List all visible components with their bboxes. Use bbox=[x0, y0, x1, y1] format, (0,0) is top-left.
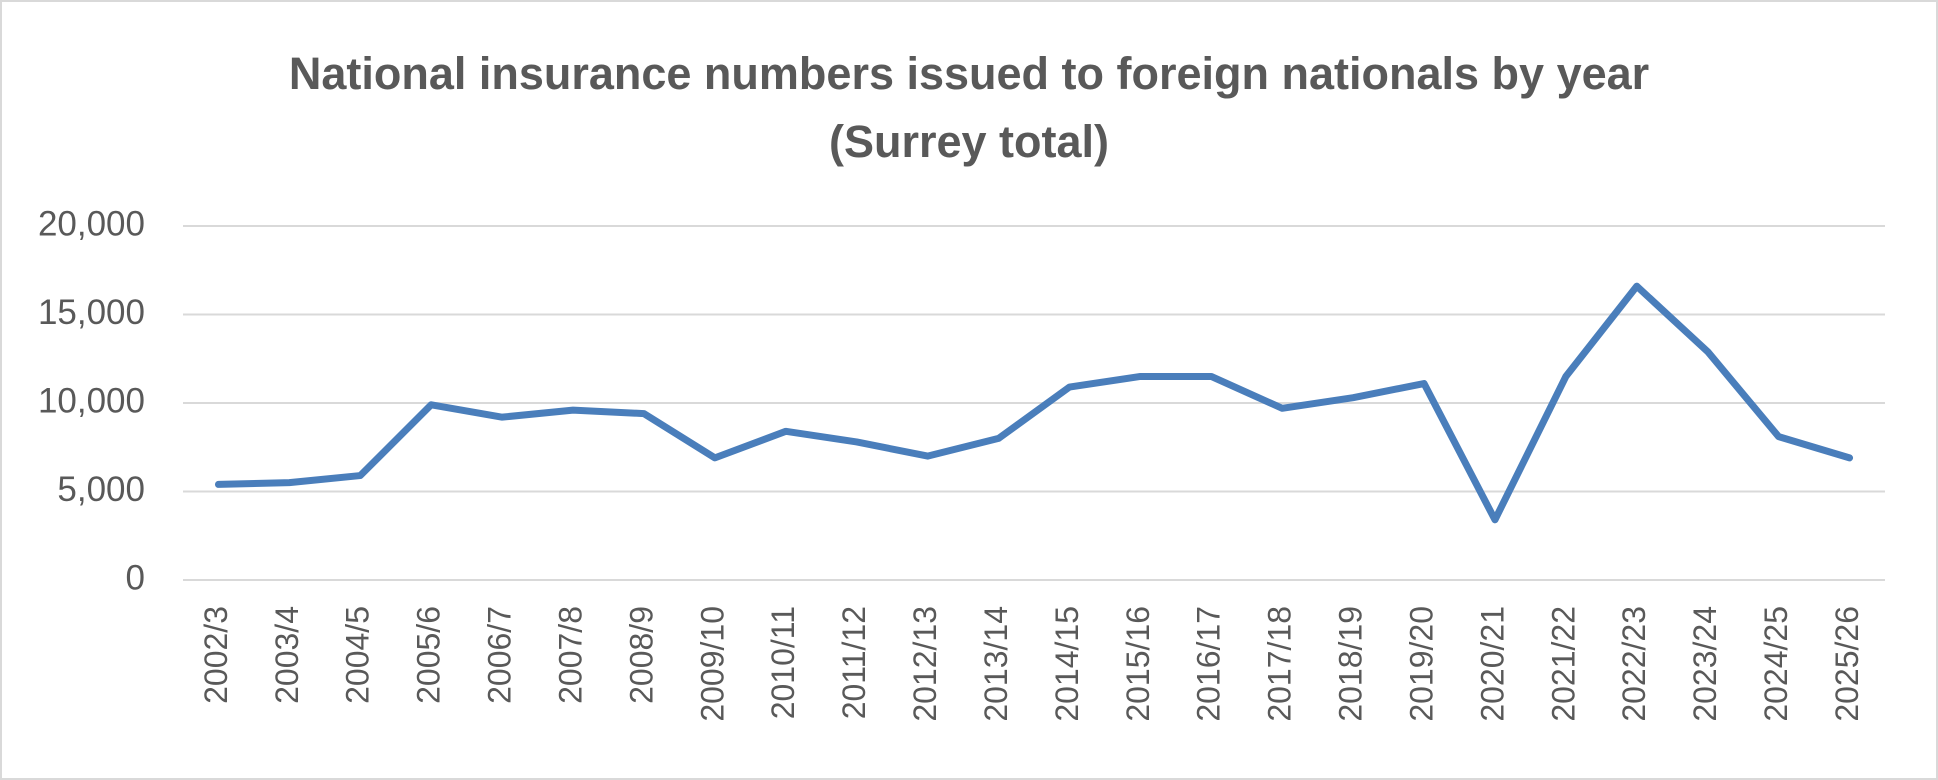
x-tick-label: 2011/12 bbox=[836, 606, 872, 719]
y-tick-label: 5,000 bbox=[57, 470, 145, 509]
x-tick-label: 2005/6 bbox=[411, 606, 447, 704]
x-tick-label: 2002/3 bbox=[198, 606, 234, 704]
x-tick-label: 2018/19 bbox=[1333, 606, 1369, 722]
y-tick-label: 0 bbox=[126, 558, 145, 597]
x-tick-label: 2021/22 bbox=[1545, 606, 1581, 722]
x-tick-label: 2015/16 bbox=[1120, 606, 1156, 722]
x-tick-label: 2003/4 bbox=[269, 606, 305, 704]
x-tick-label: 2008/9 bbox=[623, 606, 659, 704]
x-tick-label: 2007/8 bbox=[552, 606, 588, 704]
x-tick-label: 2025/26 bbox=[1829, 606, 1865, 722]
data-line bbox=[214, 282, 1854, 524]
x-tick-label: 2024/25 bbox=[1758, 606, 1794, 722]
x-tick-label: 2020/21 bbox=[1474, 606, 1510, 722]
x-tick-label: 2012/13 bbox=[907, 606, 943, 722]
x-tick-label: 2014/15 bbox=[1049, 606, 1085, 722]
y-tick-label: 15,000 bbox=[38, 293, 145, 332]
y-tick-label: 10,000 bbox=[38, 381, 145, 420]
x-tick-label: 2023/24 bbox=[1687, 606, 1723, 722]
y-tick-label: 20,000 bbox=[38, 204, 145, 243]
x-tick-label: 2004/5 bbox=[340, 606, 376, 704]
x-tick-label: 2017/18 bbox=[1262, 606, 1298, 722]
x-tick-label: 2013/14 bbox=[978, 606, 1014, 722]
chart-title: National insurance numbers issued to for… bbox=[288, 48, 1650, 167]
x-tick-label: 2009/10 bbox=[694, 606, 730, 722]
x-tick-label: 2016/17 bbox=[1191, 606, 1227, 722]
x-tick-label: 2022/23 bbox=[1616, 606, 1652, 722]
x-tick-label: 2010/11 bbox=[765, 606, 801, 719]
x-tick-label: 2006/7 bbox=[482, 606, 518, 704]
x-tick-label: 2019/20 bbox=[1403, 606, 1439, 722]
